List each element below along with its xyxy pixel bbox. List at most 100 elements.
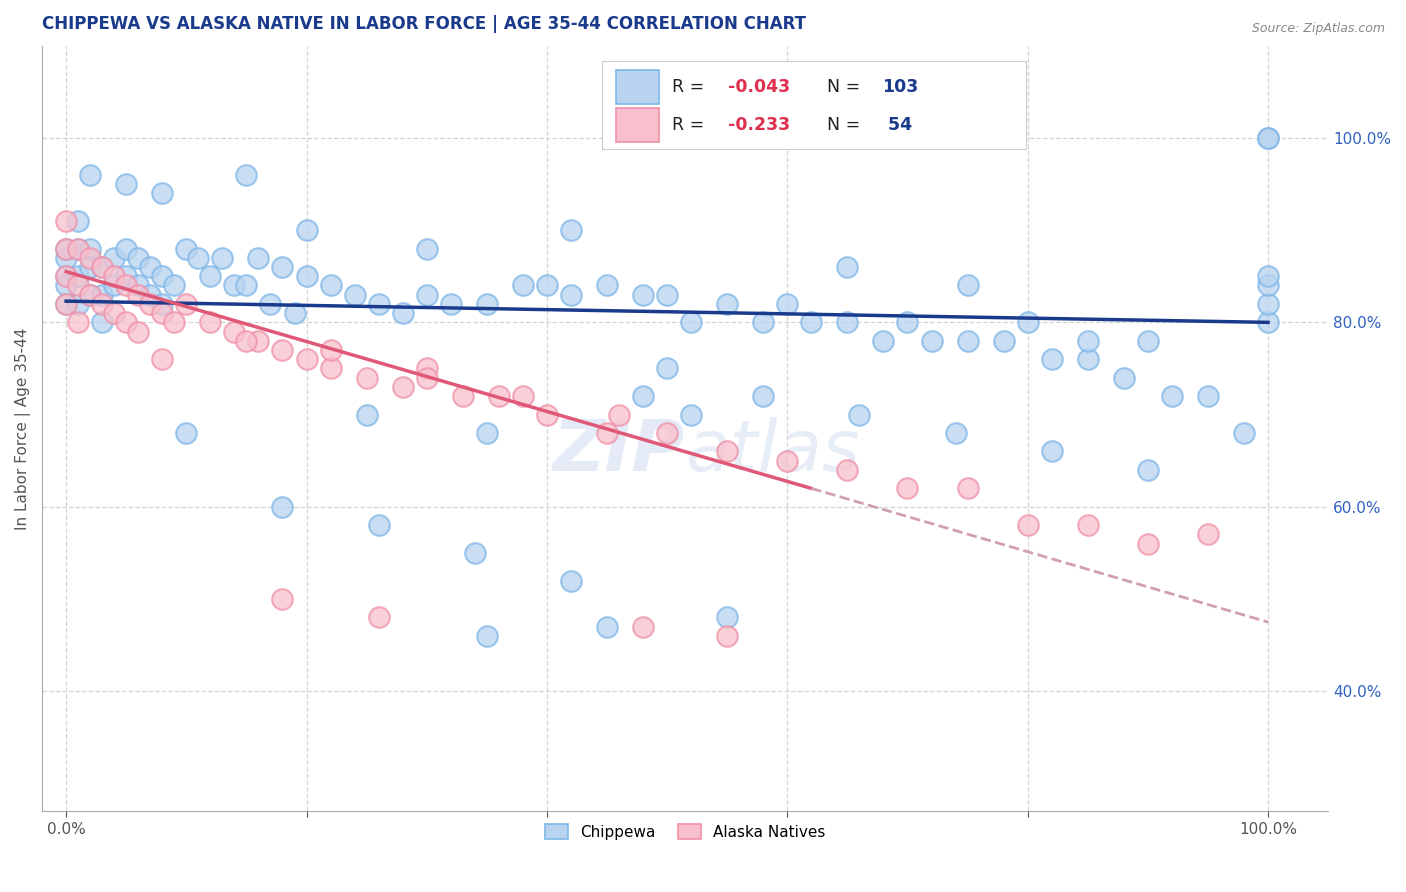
- Point: [91, 315, 114, 329]
- Point: [79, 251, 101, 265]
- Point: [681, 315, 703, 329]
- Point: [415, 287, 437, 301]
- Point: [91, 260, 114, 274]
- Point: [150, 352, 173, 367]
- Point: [91, 297, 114, 311]
- Point: [55, 278, 77, 293]
- Point: [115, 177, 138, 191]
- Point: [536, 278, 558, 293]
- Point: [1136, 463, 1159, 477]
- Point: [1112, 370, 1135, 384]
- Point: [235, 168, 257, 182]
- Point: [776, 453, 799, 467]
- Point: [837, 463, 859, 477]
- Y-axis label: In Labor Force | Age 35-44: In Labor Force | Age 35-44: [15, 327, 31, 530]
- Point: [752, 389, 775, 403]
- Point: [1257, 297, 1279, 311]
- Point: [55, 297, 77, 311]
- FancyBboxPatch shape: [616, 109, 659, 142]
- Point: [607, 408, 630, 422]
- Point: [440, 297, 463, 311]
- Point: [55, 269, 77, 284]
- Point: [356, 370, 378, 384]
- Point: [79, 287, 101, 301]
- Point: [956, 482, 979, 496]
- Text: atlas: atlas: [685, 417, 859, 486]
- Point: [55, 242, 77, 256]
- Point: [247, 251, 270, 265]
- Point: [716, 610, 738, 624]
- Point: [55, 269, 77, 284]
- Text: R =: R =: [672, 78, 704, 96]
- Point: [945, 425, 967, 440]
- Point: [127, 325, 149, 339]
- Point: [1257, 278, 1279, 293]
- Point: [271, 592, 294, 607]
- Text: N =: N =: [827, 78, 860, 96]
- Point: [139, 260, 162, 274]
- Point: [1257, 269, 1279, 284]
- Point: [596, 425, 619, 440]
- Point: [163, 278, 186, 293]
- Point: [319, 343, 342, 357]
- Text: 54: 54: [882, 116, 912, 135]
- Point: [512, 278, 534, 293]
- Point: [200, 315, 222, 329]
- Point: [896, 315, 918, 329]
- Point: [716, 297, 738, 311]
- Point: [67, 278, 90, 293]
- Point: [67, 269, 90, 284]
- Point: [1077, 518, 1099, 533]
- Point: [103, 278, 125, 293]
- Point: [103, 306, 125, 320]
- Text: N =: N =: [827, 116, 860, 135]
- FancyBboxPatch shape: [616, 70, 659, 103]
- Point: [752, 315, 775, 329]
- Point: [67, 315, 90, 329]
- Point: [1136, 334, 1159, 348]
- Point: [211, 251, 233, 265]
- Point: [655, 425, 678, 440]
- Point: [139, 287, 162, 301]
- Point: [367, 297, 389, 311]
- Point: [415, 361, 437, 376]
- Point: [560, 287, 582, 301]
- Point: [1160, 389, 1182, 403]
- Point: [1257, 315, 1279, 329]
- Point: [67, 242, 90, 256]
- Point: [681, 408, 703, 422]
- Point: [837, 315, 859, 329]
- Point: [391, 380, 413, 394]
- Point: [115, 278, 138, 293]
- Point: [55, 214, 77, 228]
- Text: -0.043: -0.043: [727, 78, 790, 96]
- Point: [67, 297, 90, 311]
- Point: [127, 278, 149, 293]
- Point: [956, 278, 979, 293]
- Text: R =: R =: [672, 116, 704, 135]
- Point: [872, 334, 894, 348]
- Point: [1136, 537, 1159, 551]
- Point: [91, 260, 114, 274]
- Point: [391, 306, 413, 320]
- Point: [200, 269, 222, 284]
- Point: [631, 287, 654, 301]
- Point: [55, 242, 77, 256]
- Point: [1077, 352, 1099, 367]
- Point: [655, 287, 678, 301]
- Point: [1257, 131, 1279, 145]
- Point: [176, 242, 198, 256]
- Point: [343, 287, 366, 301]
- Point: [356, 408, 378, 422]
- Point: [163, 315, 186, 329]
- Point: [283, 306, 305, 320]
- Point: [115, 269, 138, 284]
- Point: [596, 278, 619, 293]
- Point: [716, 629, 738, 643]
- Point: [464, 546, 486, 560]
- Point: [993, 334, 1015, 348]
- Point: [475, 629, 498, 643]
- Text: CHIPPEWA VS ALASKA NATIVE IN LABOR FORCE | AGE 35-44 CORRELATION CHART: CHIPPEWA VS ALASKA NATIVE IN LABOR FORCE…: [42, 15, 806, 33]
- Point: [716, 444, 738, 458]
- Point: [631, 620, 654, 634]
